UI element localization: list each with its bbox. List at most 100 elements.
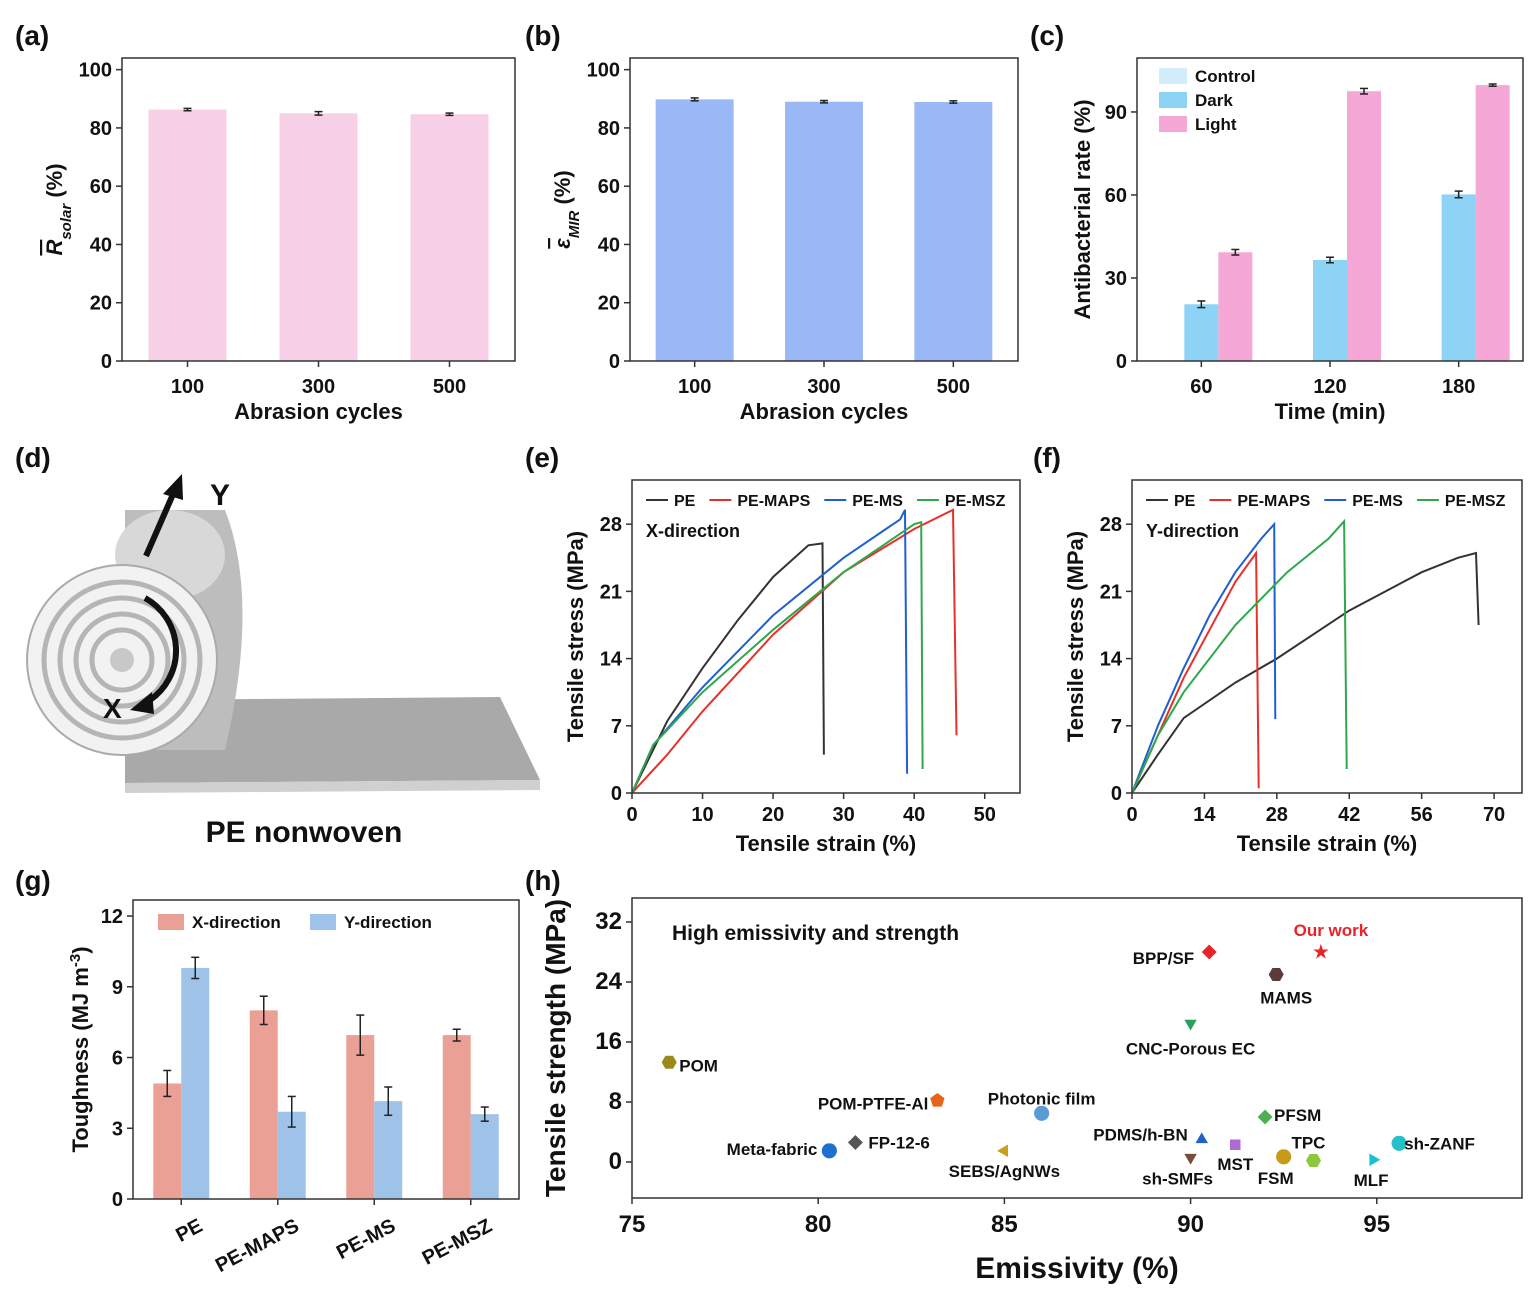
- y-tick-label: 40: [598, 234, 620, 256]
- panel-label: (g): [15, 865, 51, 896]
- panel-label: (e): [525, 442, 559, 473]
- error-bar: [820, 99, 828, 104]
- legend-swatch: [310, 914, 336, 930]
- annotation: X-direction: [646, 521, 740, 541]
- point: [1305, 1153, 1322, 1168]
- y-tick-label: 0: [1116, 351, 1127, 373]
- point-label: FP-12-6: [868, 1134, 929, 1153]
- y-tick-label: 0: [609, 351, 620, 373]
- panel: (b) 0 20 40 60 80 100 εMIR (%) Abrasion cycles 10…: [525, 20, 1019, 424]
- legend-label: PE-MAPS: [1237, 493, 1310, 510]
- x-tick-label: PE-MSZ: [419, 1215, 496, 1270]
- y-axis-label: εMIR (%): [550, 170, 583, 248]
- error-bar: [287, 1095, 296, 1128]
- y-tick-label: 20: [90, 293, 112, 315]
- y-tick-label: 30: [1105, 268, 1127, 290]
- point: [1194, 1130, 1210, 1144]
- error-bar: [191, 956, 200, 980]
- legend-swatch: [1159, 68, 1187, 84]
- y-axis-label: Tensile stress (MPa): [563, 531, 588, 742]
- point: [1368, 1152, 1382, 1168]
- axis-label: Y: [210, 479, 230, 512]
- plot-frame: [1136, 57, 1524, 362]
- bar: [914, 101, 993, 361]
- y-tick-label: 60: [1105, 185, 1127, 207]
- roll-ring: [73, 611, 171, 709]
- error-bar: [1197, 300, 1206, 309]
- error-bar: [384, 1086, 393, 1117]
- error-bar: [259, 995, 268, 1026]
- point: [1310, 941, 1332, 961]
- error-bar: [1360, 87, 1368, 95]
- point: [1267, 967, 1285, 982]
- x-tick-label: PE: [172, 1215, 206, 1247]
- line: [1131, 551, 1480, 794]
- y-axis-label-part: -3: [67, 954, 84, 967]
- y-tick-label: 12: [101, 906, 123, 928]
- point-label: MLF: [1354, 1171, 1389, 1190]
- axis-label: X: [103, 693, 122, 724]
- y-axis-label: Toughness (MJ m-3): [67, 946, 94, 1152]
- legend-label: PE: [1174, 493, 1196, 510]
- x-tick-label: 500: [937, 376, 970, 398]
- x-tick-label: 56: [1411, 804, 1433, 826]
- bar: [1218, 252, 1253, 361]
- panel: (g) 0 3 6 9 12 Toughness (MJ m-3) PE PE-MAPS PE-M…: [15, 865, 520, 1277]
- plot-frame: [121, 57, 516, 362]
- y-tick-label: 0: [609, 1148, 622, 1175]
- panel: (a) 0 20 40 60 80 100 Rsolar (%) Abrasion cycles…: [15, 20, 516, 424]
- error-bar: [690, 97, 699, 102]
- caption: PE nonwoven: [206, 816, 403, 849]
- bar: [1184, 304, 1219, 361]
- x-tick-label: 95: [1363, 1211, 1390, 1238]
- y-axis-label-part: Antibacterial rate (%): [1070, 99, 1095, 319]
- panel-label: (h): [525, 865, 561, 896]
- error-bar: [314, 110, 323, 116]
- y-axis-label: Antibacterial rate (%): [1070, 99, 1095, 319]
- plot-frame: [629, 57, 1019, 362]
- legend-label: PE-MSZ: [1445, 493, 1506, 510]
- bar: [1475, 85, 1510, 362]
- error-bar: [445, 112, 454, 117]
- x-tick-label: 300: [302, 376, 335, 398]
- point: [1033, 1104, 1051, 1122]
- x-tick-label: 100: [678, 376, 711, 398]
- x-axis-label: Time (min): [1275, 399, 1386, 424]
- y-axis-label-part: ): [68, 946, 93, 953]
- y-tick-label: 21: [600, 581, 622, 603]
- x-tick-label: 60: [1190, 376, 1212, 398]
- legend-swatch: [1159, 116, 1187, 132]
- point-label: POM-PTFE-Al: [818, 1095, 929, 1114]
- y-tick-label: 100: [587, 60, 620, 82]
- legend-label: PE-MAPS: [737, 493, 810, 510]
- line: [1131, 518, 1348, 794]
- y-axis-label-part: Tensile stress (MPa): [1063, 531, 1088, 742]
- y-axis-label-part: Tensile stress (MPa): [563, 531, 588, 742]
- bar: [148, 109, 227, 361]
- y-tick-label: 7: [611, 716, 622, 738]
- panel-label: (f): [1033, 442, 1061, 473]
- arrowhead: [130, 692, 154, 714]
- y-tick-label: 80: [598, 118, 620, 140]
- y-tick-label: 3: [112, 1118, 123, 1140]
- y-tick-label: 8: [609, 1088, 622, 1115]
- point: [1182, 1018, 1199, 1033]
- x-axis-label: Tensile strain (%): [736, 831, 917, 856]
- point: [1390, 1134, 1408, 1152]
- roll-diagram: Y X PE nonwoven (d): [15, 442, 540, 849]
- point: [929, 1092, 946, 1108]
- roll-ring: [89, 627, 155, 693]
- point-label: PDMS/h-BN: [1093, 1126, 1187, 1145]
- y-axis-label: Tensile strength (MPa): [540, 899, 571, 1197]
- y-tick-label: 28: [600, 514, 622, 536]
- error-bar: [1231, 248, 1240, 256]
- x-tick-label: 500: [433, 376, 466, 398]
- x-tick-label: 75: [619, 1211, 646, 1238]
- point-label: POM: [679, 1056, 718, 1075]
- legend-label: Control: [1195, 67, 1255, 86]
- sheet-edge: [125, 780, 540, 793]
- bar: [410, 114, 489, 362]
- bar: [279, 113, 358, 361]
- y-axis-label-part: ε: [550, 238, 575, 249]
